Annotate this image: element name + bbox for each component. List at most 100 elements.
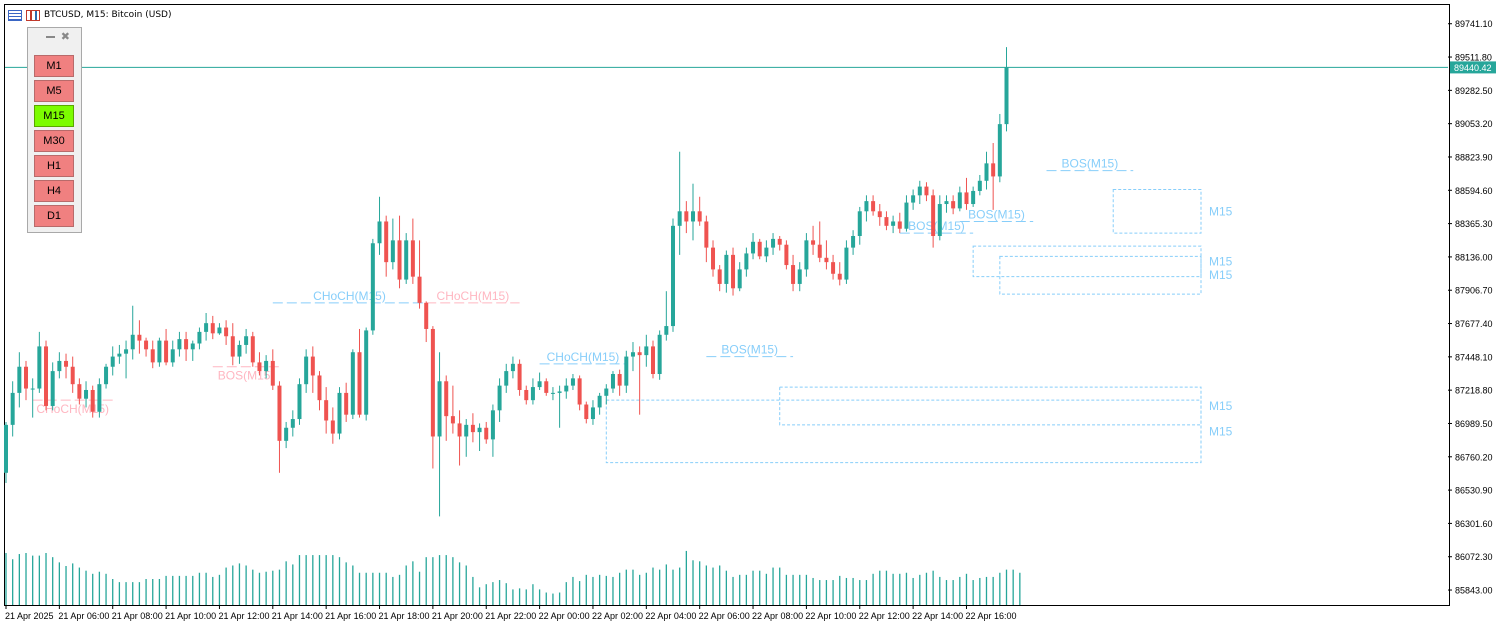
candle-body xyxy=(130,334,135,350)
candle-body xyxy=(477,427,482,433)
candle-body xyxy=(97,384,102,412)
candle-body xyxy=(937,204,942,236)
candle-body xyxy=(691,211,696,222)
candle-body xyxy=(177,339,182,350)
price-tick-label: 87218.80 xyxy=(1455,386,1493,396)
candle-body xyxy=(597,395,602,408)
timeframe-button-m15[interactable]: M15 xyxy=(34,105,74,127)
timeframe-button-m30[interactable]: M30 xyxy=(34,130,74,152)
candle-body xyxy=(197,331,202,344)
candle-body xyxy=(484,427,489,440)
candle-body xyxy=(617,374,622,386)
candle-body xyxy=(530,387,535,401)
candle-body xyxy=(217,327,222,334)
candle-body xyxy=(497,385,502,411)
symbol-list-icon[interactable] xyxy=(8,9,22,21)
candle-body xyxy=(264,360,269,372)
timeframe-button-h1[interactable]: H1 xyxy=(34,155,74,177)
candle-body xyxy=(170,349,175,363)
candle-body xyxy=(330,420,335,434)
price-tick-label: 87906.70 xyxy=(1455,286,1493,296)
candle-body xyxy=(237,344,242,357)
candle-body xyxy=(577,378,582,405)
time-tick-label: 21 Apr 16:00 xyxy=(325,611,376,621)
zone-label: M15 xyxy=(1209,424,1233,438)
candle-body xyxy=(964,192,969,205)
candle-body xyxy=(430,328,435,437)
candle-body xyxy=(277,385,282,441)
candle-body xyxy=(370,243,375,331)
candle-body xyxy=(250,336,255,363)
candle-body xyxy=(550,392,555,394)
price-tick-label: 88136.00 xyxy=(1455,252,1493,262)
structure-label: CHoCH(M15) xyxy=(313,289,386,303)
candle-body xyxy=(357,352,362,415)
candle-body xyxy=(457,423,462,437)
close-icon[interactable]: ✖ xyxy=(60,30,76,43)
candle-body xyxy=(831,262,836,274)
timeframe-button-m5[interactable]: M5 xyxy=(34,80,74,102)
chart-frame[interactable] xyxy=(4,4,1450,606)
structure-label: BOS(M15) xyxy=(908,219,965,233)
chart-bars-icon[interactable] xyxy=(26,9,40,21)
candle-body xyxy=(37,346,42,389)
timeframe-button-h4[interactable]: H4 xyxy=(34,180,74,202)
zone-label: M15 xyxy=(1209,399,1233,413)
time-tick-label: 22 Apr 10:00 xyxy=(805,611,856,621)
candle-body xyxy=(224,327,229,337)
price-tick-label: 85843.00 xyxy=(1455,586,1493,596)
candle-body xyxy=(110,356,115,367)
zone-label: M15 xyxy=(1209,268,1233,282)
timeframe-button-d1[interactable]: D1 xyxy=(34,205,74,227)
zone-box xyxy=(972,245,1202,278)
candle-body xyxy=(190,343,195,350)
time-tick-label: 22 Apr 00:00 xyxy=(539,611,590,621)
candle-body xyxy=(731,254,736,289)
candle-body xyxy=(297,384,302,420)
zone-box xyxy=(1112,189,1202,234)
candle-body xyxy=(270,360,275,386)
candle-body xyxy=(144,340,149,350)
price-tick-label: 86989.50 xyxy=(1455,419,1493,429)
candle-body xyxy=(711,247,716,270)
candle-body xyxy=(877,211,882,218)
candle-body xyxy=(697,211,702,222)
time-tick-label: 21 Apr 20:00 xyxy=(432,611,483,621)
time-tick-label: 21 Apr 14:00 xyxy=(272,611,323,621)
candle-body xyxy=(791,265,796,284)
candle-body xyxy=(244,336,249,345)
structure-label: CHoCH(M15) xyxy=(437,289,510,303)
candle-body xyxy=(384,221,389,263)
candle-body xyxy=(57,360,62,372)
price-tick-label: 89282.50 xyxy=(1455,86,1493,96)
candle-body xyxy=(290,419,295,428)
candles xyxy=(4,47,1009,517)
candle-body xyxy=(624,356,629,386)
candle-body xyxy=(744,253,749,270)
candle-body xyxy=(797,269,802,284)
candle-body xyxy=(584,404,589,420)
candle-body xyxy=(764,247,769,257)
candle-body xyxy=(657,334,662,375)
candle-body xyxy=(590,407,595,420)
time-tick-label: 22 Apr 12:00 xyxy=(859,611,910,621)
minimize-icon[interactable] xyxy=(45,36,55,38)
timeframe-button-m1[interactable]: M1 xyxy=(34,55,74,77)
candle-body xyxy=(911,195,916,203)
candle-body xyxy=(777,238,782,245)
time-tick-label: 22 Apr 16:00 xyxy=(965,611,1016,621)
candle-body xyxy=(337,392,342,434)
structure-label: BOS(M15) xyxy=(968,207,1025,221)
candle-body xyxy=(377,221,382,244)
candle-body xyxy=(664,326,669,335)
candle-body xyxy=(984,163,989,181)
time-tick-label: 21 Apr 2025 xyxy=(5,611,54,621)
candle-body xyxy=(857,211,862,236)
price-tick-label: 86760.20 xyxy=(1455,452,1493,462)
candle-body xyxy=(470,424,475,433)
candle-body xyxy=(284,427,289,441)
candle-body xyxy=(304,356,309,385)
time-tick-label: 21 Apr 08:00 xyxy=(112,611,163,621)
